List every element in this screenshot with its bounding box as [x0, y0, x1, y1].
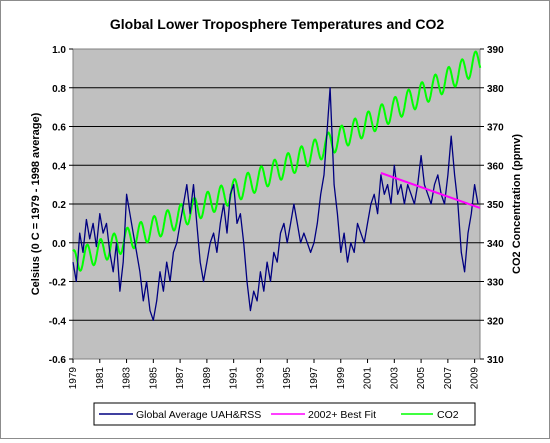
x-tick-label: 1997 [309, 367, 320, 390]
x-tick-label: 1991 [229, 367, 240, 390]
x-tick-label: 1995 [282, 367, 293, 390]
x-tick-label: 1983 [122, 367, 133, 390]
x-axis-ticks: 1979 1981 1983 1985 1987 1989 1991 1993 1995 1997… [68, 359, 481, 389]
right-tick-label: 360 [487, 161, 504, 172]
right-tick-label: 310 [487, 355, 504, 366]
x-tick-label: 1985 [148, 367, 159, 390]
right-tick-label: 320 [487, 316, 504, 327]
right-tick-label: 340 [487, 239, 504, 250]
x-tick-label: 2003 [389, 367, 400, 390]
left-tick-label: 0.2 [52, 200, 66, 211]
chart-title: Global Lower Troposphere Temperatures an… [110, 16, 444, 32]
left-tick-label: 0.4 [52, 161, 66, 172]
x-tick-label: 1999 [336, 367, 347, 390]
series-line-temperature [72, 87, 479, 321]
right-tick-label: 350 [487, 200, 504, 211]
legend: Global Average UAH&RSS 2002+ Best Fit CO… [93, 402, 476, 426]
right-tick-label: 380 [487, 84, 504, 95]
x-tick-label: 2001 [363, 367, 374, 390]
x-tick-label: 1987 [175, 367, 186, 390]
right-tick-label: 390 [487, 45, 504, 56]
series-line-best-fit [380, 172, 481, 209]
series-line-co2 [72, 50, 482, 272]
series-layer [72, 50, 482, 321]
x-tick-label: 1989 [202, 367, 213, 390]
x-tick-label: 2005 [416, 367, 427, 390]
left-tick-label: -0.6 [49, 355, 67, 366]
y-axis-right-label: CO2 Concentration (ppmv) [511, 134, 523, 274]
legend-label-series-1: 2002+ Best Fit [308, 409, 376, 421]
left-tick-label: -0.4 [49, 316, 67, 327]
legend-label-series-0: Global Average UAH&RSS [136, 409, 261, 421]
left-tick-label: -0.2 [49, 278, 67, 289]
legend-label-series-2: CO2 [437, 409, 459, 421]
y-axis-left-label: Celsius (0 C = 1979 - 1998 average) [30, 112, 42, 295]
left-axis-ticks: -0.6 -0.4 -0.2 0.0 0.2 0.4 0.6 0.8 1.0 [49, 45, 73, 366]
left-tick-label: 0.0 [52, 239, 66, 250]
right-tick-label: 370 [487, 123, 504, 134]
x-tick-label: 1993 [255, 367, 266, 390]
left-tick-label: 0.8 [52, 84, 66, 95]
right-axis-ticks: 310 320 330 340 350 360 370 380 390 [480, 45, 504, 366]
left-tick-label: 1.0 [52, 45, 66, 56]
x-tick-label: 1979 [68, 367, 79, 390]
x-tick-label: 2007 [443, 367, 454, 390]
left-tick-label: 0.6 [52, 123, 66, 134]
x-tick-label: 1981 [95, 367, 106, 390]
right-tick-label: 330 [487, 278, 504, 289]
x-tick-label: 2009 [470, 367, 481, 390]
